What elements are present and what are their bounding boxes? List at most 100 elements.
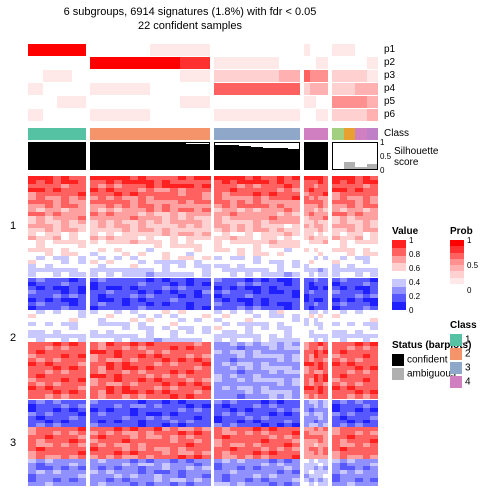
chart-mark <box>392 302 406 310</box>
chart-mark <box>180 96 210 108</box>
chart-mark: ambiguous <box>407 369 456 380</box>
chart-mark: 0 <box>409 306 413 315</box>
chart-mark <box>304 128 328 140</box>
prob-row-label: p1 <box>384 44 395 55</box>
chart-mark <box>344 109 356 121</box>
chart-mark <box>28 57 43 69</box>
chart-mark <box>236 109 258 121</box>
chart-mark <box>90 70 120 82</box>
chart-mark <box>323 272 328 277</box>
chart-mark: 0 <box>467 286 471 295</box>
class-bar-label: Class <box>384 128 409 139</box>
chart-mark <box>355 57 367 69</box>
chart-mark <box>202 272 211 277</box>
chart-mark: 4 <box>450 376 471 388</box>
chart-mark <box>57 70 72 82</box>
chart-mark: 0.2 <box>409 292 420 301</box>
chart-mark <box>90 109 120 121</box>
chart-mark <box>279 96 301 108</box>
chart-mark <box>355 109 367 121</box>
chart-mark <box>78 482 87 486</box>
chart-mark <box>57 96 72 108</box>
chart-mark <box>90 83 120 95</box>
chart-mark <box>236 44 258 56</box>
chart-mark <box>150 109 180 121</box>
chart-mark <box>322 57 328 69</box>
chart-mark: ambiguous <box>392 368 456 380</box>
chart-mark <box>28 70 43 82</box>
chart-mark <box>344 96 356 108</box>
chart-mark <box>332 128 344 140</box>
chart-mark <box>28 83 43 95</box>
chart-mark <box>120 70 150 82</box>
chart-mark <box>43 57 58 69</box>
chart-mark <box>367 128 379 140</box>
chart-mark: 0.6 <box>409 264 420 273</box>
chart-mark <box>355 128 367 140</box>
chart-mark <box>322 96 328 108</box>
chart-mark <box>367 44 379 56</box>
chart-mark <box>279 57 301 69</box>
chart-mark <box>257 109 279 121</box>
chart-mark <box>257 83 279 95</box>
chart-mark <box>344 44 356 56</box>
chart-mark <box>344 57 356 69</box>
chart-mark <box>28 109 43 121</box>
chart-mark: 3 <box>450 362 471 374</box>
chart-mark <box>72 96 87 108</box>
chart-mark <box>43 44 58 56</box>
chart-mark <box>120 57 150 69</box>
chart-mark <box>214 83 236 95</box>
chart-mark <box>28 44 43 56</box>
chart-mark <box>202 482 211 486</box>
chart-mark <box>322 70 328 82</box>
chart-mark <box>78 272 87 277</box>
prob-row-label: p4 <box>384 83 395 94</box>
prob-row-label: p3 <box>384 70 395 81</box>
chart-mark <box>450 348 462 360</box>
chart-mark <box>180 83 210 95</box>
chart-mark <box>450 362 462 374</box>
chart-mark <box>304 142 328 170</box>
chart-mark: 3 <box>465 363 471 374</box>
heatmap-block-label: 2 <box>10 332 16 344</box>
chart-mark <box>150 70 180 82</box>
chart-mark <box>279 83 301 95</box>
chart-mark <box>450 334 462 346</box>
chart-mark <box>392 354 404 366</box>
chart-mark <box>90 44 120 56</box>
legend-value-title: Value <box>392 226 418 237</box>
chart-mark <box>72 44 87 56</box>
chart-mark <box>292 272 300 277</box>
chart-mark <box>214 109 236 121</box>
chart-mark <box>214 128 300 140</box>
chart-mark <box>57 83 72 95</box>
chart-mark <box>150 57 180 69</box>
chart-mark <box>332 70 344 82</box>
chart-mark <box>120 96 150 108</box>
chart-mark <box>279 109 301 121</box>
chart-mark <box>322 109 328 121</box>
chart-mark <box>355 70 367 82</box>
chart-mark <box>257 57 279 69</box>
chart-mark <box>214 44 236 56</box>
chart-mark <box>180 70 210 82</box>
chart-mark: 1 <box>467 236 471 245</box>
chart-mark <box>57 44 72 56</box>
chart-mark <box>43 70 58 82</box>
chart-mark <box>257 70 279 82</box>
chart-mark <box>90 142 210 170</box>
chart-mark <box>279 44 301 56</box>
chart-mark <box>72 83 87 95</box>
chart-mark <box>43 83 58 95</box>
chart-mark <box>292 394 300 399</box>
chart-mark <box>367 70 379 82</box>
chart-mark <box>257 44 279 56</box>
chart-mark <box>332 142 378 170</box>
chart-mark: 1 <box>409 236 413 245</box>
chart-mark <box>150 96 180 108</box>
chart-mark <box>236 83 258 95</box>
chart-mark <box>120 109 150 121</box>
chart-mark <box>72 57 87 69</box>
chart-mark <box>214 70 236 82</box>
